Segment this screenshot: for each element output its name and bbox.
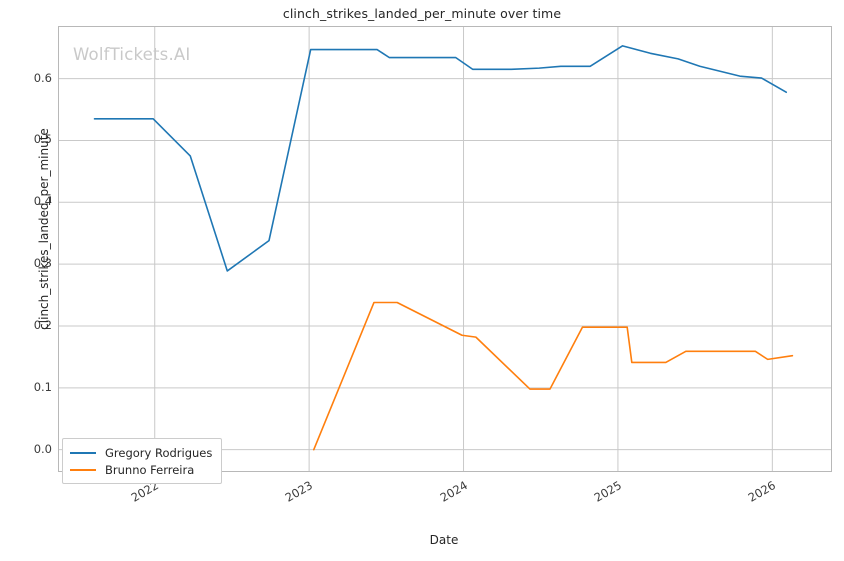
y-axis-label-wrap: clinch_strikes_landed_per_minute xyxy=(0,0,51,330)
y-tick-label: 0.2 xyxy=(33,317,52,332)
gridlines xyxy=(59,27,831,471)
x-tick-label: 2022 xyxy=(128,478,161,505)
legend-item-1[interactable]: Brunno Ferreira xyxy=(70,461,212,478)
x-tick-label: 2025 xyxy=(591,478,624,505)
x-axis-tick-labels: 2022 2023 2024 2025 2026 xyxy=(58,478,830,518)
series-line-0 xyxy=(93,45,788,272)
legend-item-0[interactable]: Gregory Rodrigues xyxy=(70,444,212,461)
legend-color-swatch xyxy=(70,451,96,454)
x-tick-label: 2023 xyxy=(282,478,316,505)
legend-label: Gregory Rodrigues xyxy=(105,445,213,460)
legend-label: Brunno Ferreira xyxy=(105,462,195,477)
y-tick-label: 0.0 xyxy=(33,441,52,456)
y-axis-label: clinch_strikes_landed_per_minute xyxy=(37,128,51,330)
plot-area: WolfTickets.AI xyxy=(58,26,832,472)
series-line-1 xyxy=(312,301,794,451)
y-tick-label: 0.1 xyxy=(33,379,52,394)
x-tick-label: 2024 xyxy=(437,478,470,505)
y-axis-tick-labels: 0.0 0.1 0.2 0.3 0.4 0.5 0.6 xyxy=(0,26,52,470)
legend-color-swatch xyxy=(70,468,96,471)
y-tick-label: 0.3 xyxy=(33,256,52,271)
x-tick-label: 2026 xyxy=(745,478,779,505)
plot-svg xyxy=(59,27,831,471)
y-tick-label: 0.4 xyxy=(33,194,52,209)
chart-legend[interactable]: Gregory Rodrigues Brunno Ferreira xyxy=(62,438,223,484)
y-tick-label: 0.6 xyxy=(33,70,52,85)
y-tick-label: 0.5 xyxy=(33,132,52,147)
series-lines xyxy=(93,45,794,451)
x-axis-label: Date xyxy=(429,533,459,547)
chart-title: clinch_strikes_landed_per_minute over ti… xyxy=(282,6,562,21)
